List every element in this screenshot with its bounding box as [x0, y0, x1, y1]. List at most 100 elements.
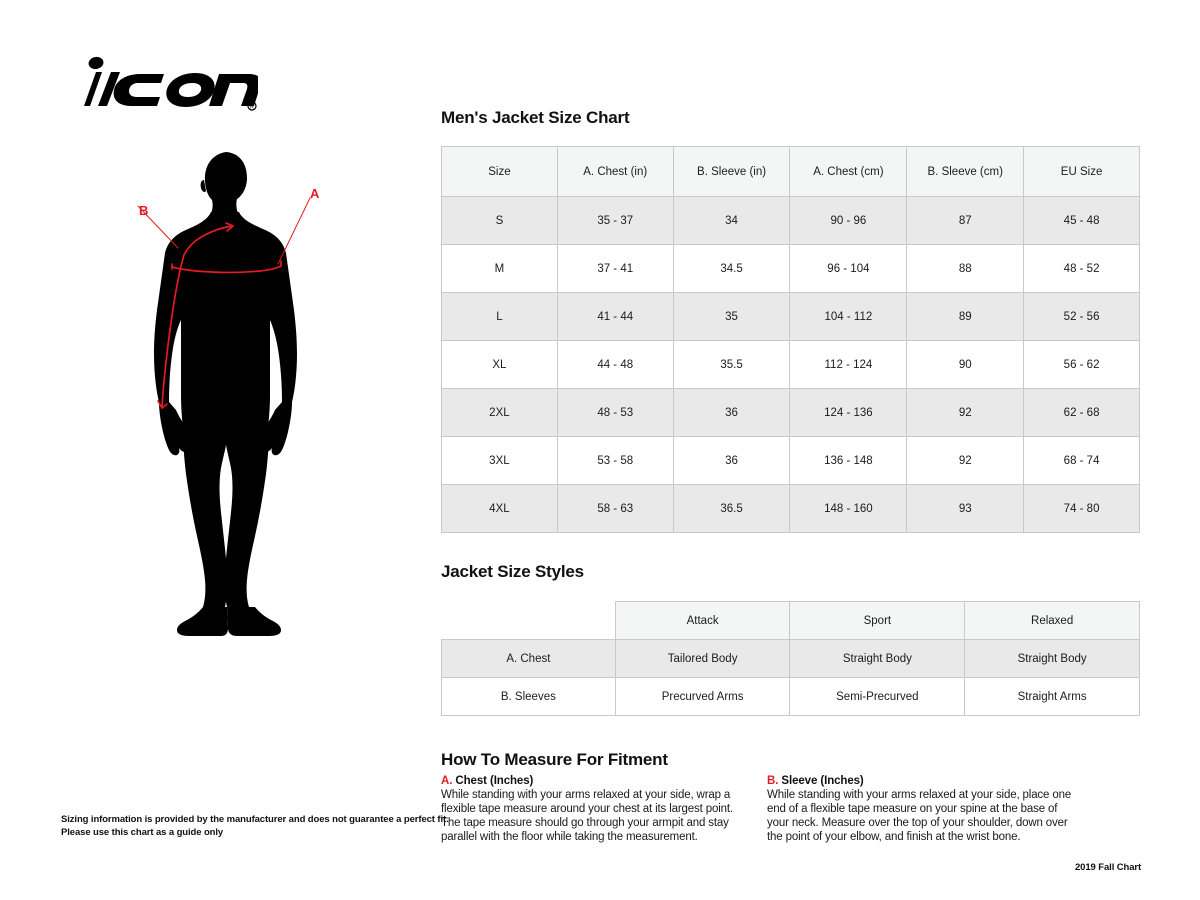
cell-sleeve-cm: 87 [906, 196, 1025, 245]
cell-attack: Precurved Arms [614, 677, 791, 716]
cell-chest-cm: 136 - 148 [789, 436, 908, 485]
chart-version-label: 2019 Fall Chart [1075, 862, 1142, 873]
table-row: XL 44 - 48 35.5 112 - 124 90 56 - 62 [441, 340, 1140, 389]
cell-eu-size: 74 - 80 [1023, 484, 1140, 533]
cell-relaxed: Straight Arms [964, 677, 1140, 716]
icon-brand-logo: R [58, 44, 258, 116]
col-header-chest-cm: A. Chest (cm) [789, 146, 908, 197]
cell-relaxed: Straight Body [964, 639, 1140, 678]
jacket-size-styles-table: Attack Sport Relaxed A. Chest Tailored B… [441, 601, 1140, 716]
icon-logo-svg: R [84, 56, 258, 111]
col-header-sleeve-cm: B. Sleeve (cm) [906, 146, 1025, 197]
cell-size: XL [441, 340, 558, 389]
mens-jacket-size-table: Size A. Chest (in) B. Sleeve (in) A. Che… [441, 146, 1140, 533]
cell-chest-in: 41 - 44 [556, 292, 674, 341]
col-header-relaxed: Relaxed [964, 601, 1140, 640]
col-header-attack: Attack [614, 601, 791, 640]
table-row: 3XL 53 - 58 36 136 - 148 92 68 - 74 [441, 436, 1140, 485]
disclaimer-line-2: Please use this chart as a guide only [61, 827, 224, 838]
howto-chest-block: A. Chest (Inches) While standing with yo… [441, 775, 753, 844]
table-row: 2XL 48 - 53 36 124 - 136 92 62 - 68 [441, 388, 1140, 437]
sleeve-arm-path [161, 254, 185, 409]
cell-size: 2XL [441, 388, 558, 437]
cell-chest-in: 35 - 37 [556, 196, 674, 245]
cell-chest-cm: 112 - 124 [789, 340, 908, 389]
table-row: S 35 - 37 34 90 - 96 87 45 - 48 [441, 196, 1140, 245]
howto-chest-heading-text: Chest (Inches) [455, 775, 534, 787]
col-header-sleeve-in: B. Sleeve (in) [672, 146, 791, 197]
cell-sleeve-in: 36 [672, 436, 791, 485]
cell-attack: Tailored Body [614, 639, 791, 678]
table-row: B. Sleeves Precurved Arms Semi-Precurved… [441, 677, 1140, 716]
cell-size: S [441, 196, 558, 245]
row-label-sleeves: B. Sleeves [441, 677, 616, 716]
col-header-chest-in: A. Chest (in) [556, 146, 674, 197]
cell-sleeve-in: 35 [672, 292, 791, 341]
cell-sleeve-in: 36 [672, 388, 791, 437]
table-row: L 41 - 44 35 104 - 112 89 52 - 56 [441, 292, 1140, 341]
cell-eu-size: 45 - 48 [1023, 196, 1140, 245]
svg-text:R: R [250, 105, 254, 111]
howto-sleeve-body: While standing with your arms relaxed at… [767, 789, 1072, 843]
cell-size: M [441, 244, 558, 293]
body-silhouette-diagram [120, 140, 360, 640]
cell-sleeve-cm: 92 [906, 388, 1025, 437]
table-row: M 37 - 41 34.5 96 - 104 88 48 - 52 [441, 244, 1140, 293]
cell-chest-in: 44 - 48 [556, 340, 674, 389]
cell-eu-size: 48 - 52 [1023, 244, 1140, 293]
size-table-header-row: Size A. Chest (in) B. Sleeve (in) A. Che… [441, 146, 1140, 197]
cell-chest-in: 37 - 41 [556, 244, 674, 293]
styles-section-title: Jacket Size Styles [441, 562, 584, 581]
cell-sleeve-cm: 89 [906, 292, 1025, 341]
cell-sleeve-cm: 92 [906, 436, 1025, 485]
sleeve-arrowhead-wrist [157, 400, 168, 409]
cell-chest-cm: 104 - 112 [789, 292, 908, 341]
cell-sleeve-cm: 88 [906, 244, 1025, 293]
a-leader-line [277, 197, 311, 265]
cell-eu-size: 68 - 74 [1023, 436, 1140, 485]
howto-chest-body: While standing with your arms relaxed at… [441, 789, 733, 843]
howto-section-title: How To Measure For Fitment [441, 750, 668, 769]
cell-size: L [441, 292, 558, 341]
cell-sleeve-in: 35.5 [672, 340, 791, 389]
cell-chest-cm: 96 - 104 [789, 244, 908, 293]
chest-tape-line [171, 265, 282, 274]
col-header-sport: Sport [789, 601, 966, 640]
marker-a: A. [441, 775, 453, 787]
cell-sleeve-in: 34 [672, 196, 791, 245]
cell-sleeve-in: 34.5 [672, 244, 791, 293]
figure-label-a: A [310, 186, 320, 201]
howto-sleeve-heading: B. Sleeve (Inches) [767, 775, 1079, 787]
sleeve-shoulder-path [183, 225, 234, 256]
howto-chest-heading: A. Chest (Inches) [441, 775, 753, 787]
howto-sleeve-heading-text: Sleeve (Inches) [781, 775, 864, 787]
cell-size: 4XL [441, 484, 558, 533]
figure-label-b: B [139, 203, 149, 218]
styles-table-header-row: Attack Sport Relaxed [442, 601, 1140, 640]
table-row: A. Chest Tailored Body Straight Body Str… [441, 639, 1140, 678]
cell-chest-in: 53 - 58 [556, 436, 674, 485]
size-chart-title: Men's Jacket Size Chart [441, 108, 630, 127]
cell-sport: Semi-Precurved [789, 677, 966, 716]
cell-eu-size: 52 - 56 [1023, 292, 1140, 341]
silhouette-svg [137, 152, 311, 636]
styles-corner-cell [442, 602, 616, 640]
marker-b: B. [767, 775, 779, 787]
cell-chest-in: 58 - 63 [556, 484, 674, 533]
b-leader-line [137, 205, 179, 249]
col-header-eu-size: EU Size [1023, 146, 1140, 197]
cell-size: 3XL [441, 436, 558, 485]
sizing-disclaimer: Sizing information is provided by the ma… [61, 813, 461, 839]
table-row: 4XL 58 - 63 36.5 148 - 160 93 74 - 80 [441, 484, 1140, 533]
howto-sleeve-block: B. Sleeve (Inches) While standing with y… [767, 775, 1079, 844]
male-body-silhouette [154, 152, 297, 636]
cell-sleeve-in: 36.5 [672, 484, 791, 533]
cell-chest-cm: 90 - 96 [789, 196, 908, 245]
cell-eu-size: 62 - 68 [1023, 388, 1140, 437]
cell-chest-cm: 148 - 160 [789, 484, 908, 533]
cell-chest-in: 48 - 53 [556, 388, 674, 437]
sleeve-arrowhead-neck [225, 222, 234, 232]
col-header-size: Size [441, 146, 558, 197]
cell-chest-cm: 124 - 136 [789, 388, 908, 437]
row-label-chest: A. Chest [441, 639, 616, 678]
